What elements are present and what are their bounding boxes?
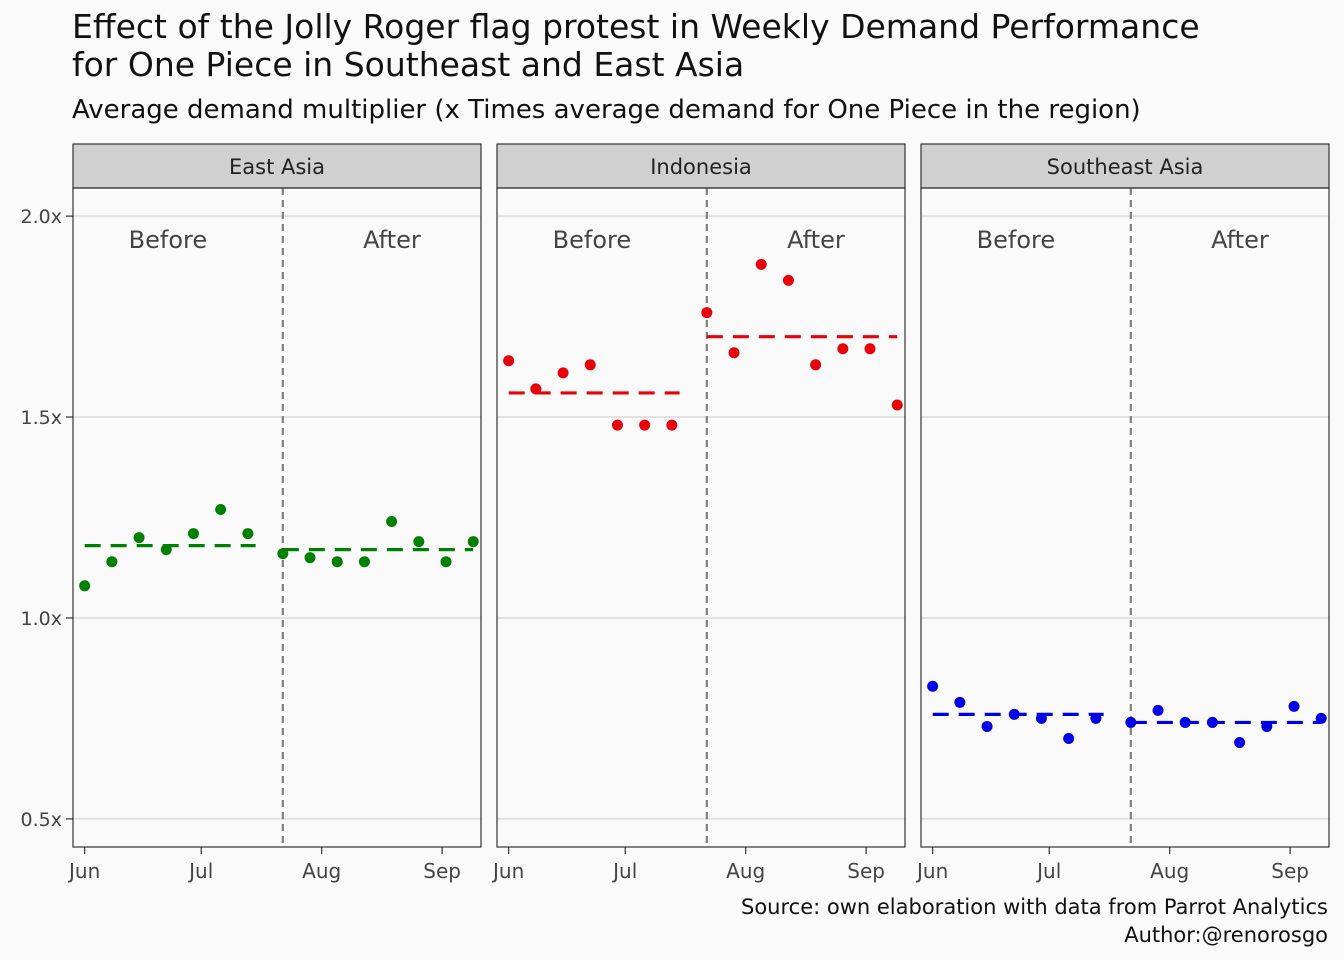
data-point <box>557 367 569 379</box>
x-tick-label: Jul <box>611 859 637 883</box>
data-point <box>782 274 794 286</box>
data-point <box>413 536 425 548</box>
facet-strip-label: Indonesia <box>650 155 752 179</box>
before-label: Before <box>129 226 207 254</box>
before-label: Before <box>977 226 1055 254</box>
data-point <box>1063 733 1075 745</box>
chart-title-line-1: Effect of the Jolly Roger flag protest i… <box>72 7 1200 46</box>
data-point <box>810 359 822 371</box>
data-point <box>106 556 118 568</box>
panel-border <box>72 187 482 848</box>
x-tick-label: Jul <box>1035 859 1061 883</box>
data-point <box>215 503 227 515</box>
data-point <box>1125 716 1137 728</box>
x-tick-label: Jun <box>915 859 948 883</box>
source-note: Source: own elaboration with data from P… <box>741 895 1328 919</box>
data-point <box>160 544 172 556</box>
y-tick-label: 0.5x <box>21 809 62 831</box>
x-tick-label: Sep <box>1271 859 1309 883</box>
data-point <box>133 532 145 544</box>
x-tick-label: Aug <box>726 859 765 883</box>
data-point <box>755 258 767 270</box>
y-tick-label: 1.5x <box>21 407 62 429</box>
chart-title: Effect of the Jolly Roger flag protest i… <box>72 8 1200 84</box>
x-tick-label: Aug <box>1150 859 1189 883</box>
data-point <box>981 720 993 732</box>
after-label: After <box>1211 226 1269 254</box>
panel-background <box>73 188 481 847</box>
facet-strip-label: Southeast Asia <box>1047 155 1204 179</box>
data-point <box>277 548 289 560</box>
x-tick-label: Sep <box>423 859 461 883</box>
data-point <box>666 419 678 431</box>
data-point <box>837 343 849 355</box>
data-point <box>440 556 452 568</box>
data-point <box>331 556 343 568</box>
chart-title-line-2: for One Piece in Southeast and East Asia <box>72 45 745 84</box>
facet-strip <box>920 143 1330 189</box>
panel-background <box>921 188 1329 847</box>
y-tick-label: 1.0x <box>21 608 62 630</box>
data-point <box>1090 712 1102 724</box>
y-tick-label: 2.0x <box>21 206 62 228</box>
data-point <box>1179 716 1191 728</box>
x-tick-label: Jun <box>491 859 524 883</box>
data-point <box>639 419 651 431</box>
data-point <box>1035 712 1047 724</box>
data-point <box>891 399 903 411</box>
panel-background <box>497 188 905 847</box>
data-point <box>1261 720 1273 732</box>
data-point <box>530 383 542 395</box>
data-point <box>358 556 370 568</box>
data-point <box>864 343 876 355</box>
x-tick-label: Jul <box>187 859 213 883</box>
data-point <box>584 359 596 371</box>
data-point <box>187 528 199 540</box>
author-note: Author:@renorosgo <box>1124 923 1328 947</box>
data-point <box>386 516 398 528</box>
x-tick-label: Sep <box>847 859 885 883</box>
panel-border <box>920 187 1330 848</box>
before-label: Before <box>553 226 631 254</box>
facet-strip-label: East Asia <box>229 155 325 179</box>
panel-border <box>496 187 906 848</box>
data-point <box>467 536 479 548</box>
data-point <box>1206 716 1218 728</box>
data-point <box>954 696 966 708</box>
x-tick-label: Jun <box>67 859 100 883</box>
data-point <box>611 419 623 431</box>
facet-strip <box>496 143 906 189</box>
data-point <box>1234 737 1246 749</box>
data-point <box>1288 700 1300 712</box>
data-point <box>927 680 939 692</box>
chart-subtitle: Average demand multiplier (x Times avera… <box>72 95 1141 125</box>
data-point <box>304 552 316 564</box>
after-label: After <box>787 226 845 254</box>
facet-strip <box>72 143 482 189</box>
data-point <box>1152 704 1164 716</box>
after-label: After <box>363 226 421 254</box>
data-point <box>503 355 515 367</box>
data-point <box>79 580 91 592</box>
chart-caption: Source: own elaboration with data from P… <box>741 893 1328 949</box>
data-point <box>701 307 713 319</box>
x-tick-label: Aug <box>302 859 341 883</box>
data-point <box>1008 708 1020 720</box>
data-point <box>1315 712 1327 724</box>
data-point <box>728 347 740 359</box>
data-point <box>242 528 254 540</box>
